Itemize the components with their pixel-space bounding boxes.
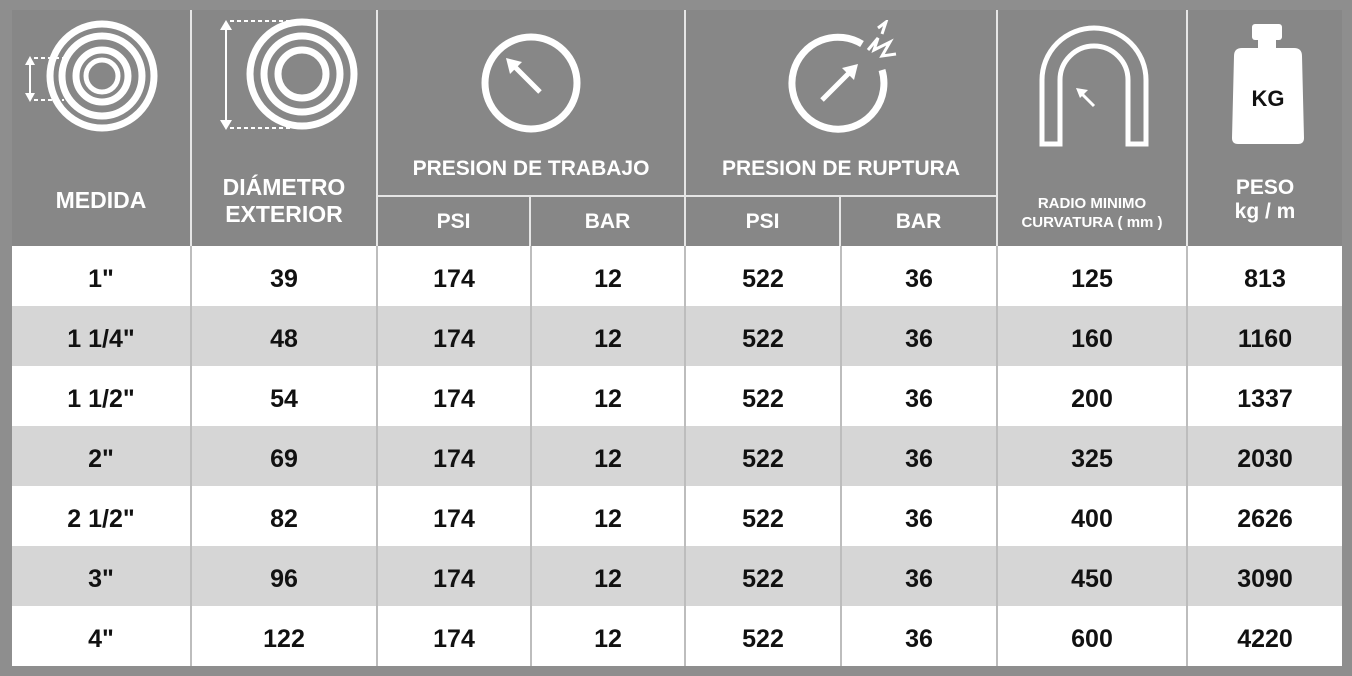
cell-trabajo-bar: 12	[532, 426, 686, 486]
trabajo-subheader: PSI BAR	[378, 195, 684, 246]
cell-trabajo-psi: 174	[378, 366, 532, 426]
header-presion-ruptura-label: PRESION DE RUPTURA	[721, 157, 961, 180]
ruptura-subheader: PSI BAR	[686, 195, 996, 246]
bend-radius-icon	[1039, 25, 1149, 147]
cell-trabajo-psi: 174	[378, 606, 532, 666]
cell-trabajo-psi: 174	[378, 426, 532, 486]
cell-ruptura-bar: 36	[842, 546, 998, 606]
header-radio-label: RADIO MINIMO CURVATURA ( mm )	[998, 194, 1186, 232]
header-peso-label: PESO kg / m	[1188, 176, 1342, 224]
table-header: MEDIDA DIÁMETRO EXTERIOR	[12, 10, 1342, 246]
cell-radio-minimo: 200	[998, 366, 1188, 426]
cell-diametro-exterior: 96	[192, 546, 378, 606]
ruptura-psi-label: PSI	[686, 197, 841, 246]
header-diametro: DIÁMETRO EXTERIOR	[192, 10, 378, 246]
header-presion-trabajo-label: PRESION DE TRABAJO	[412, 157, 650, 180]
cell-radio-minimo: 125	[998, 246, 1188, 306]
cell-medida: 4"	[12, 606, 192, 666]
cell-trabajo-psi: 174	[378, 546, 532, 606]
cell-ruptura-bar: 36	[842, 366, 998, 426]
cell-ruptura-bar: 36	[842, 486, 998, 546]
weight-icon: KG	[1232, 24, 1304, 144]
cell-peso: 3090	[1237, 565, 1293, 593]
cell-peso: 1160	[1237, 325, 1293, 353]
cell-ruptura-bar: 36	[842, 606, 998, 666]
weight-icon-label: KG	[1252, 86, 1285, 111]
cell-peso: 2030	[1237, 445, 1293, 473]
cell-trabajo-psi: 174	[378, 246, 532, 306]
cell-trabajo-bar: 12	[532, 246, 686, 306]
cell-diametro-exterior: 82	[192, 486, 378, 546]
cell-trabajo-bar: 12	[532, 546, 686, 606]
trabajo-psi-label: PSI	[378, 197, 531, 246]
table-row: 2" 69 174 12 522 36 325 2030	[12, 426, 1342, 486]
cell-ruptura-psi: 522	[686, 366, 842, 426]
cell-medida: 1"	[12, 246, 192, 306]
cell-ruptura-psi: 522	[686, 306, 842, 366]
header-radio: RADIO MINIMO CURVATURA ( mm )	[998, 10, 1188, 246]
trabajo-bar-label: BAR	[584, 210, 631, 233]
cell-ruptura-psi: 522	[686, 486, 842, 546]
table-row: 2 1/2" 82 174 12 522 36 400 2626	[12, 486, 1342, 546]
header-radio-line2: CURVATURA ( mm )	[1021, 214, 1163, 231]
cell-trabajo-bar: 12	[532, 366, 686, 426]
table-row: 1 1/4" 48 174 12 522 36 160 1160	[12, 306, 1342, 366]
cell-medida: 3"	[12, 546, 192, 606]
header-peso: KG PESO kg / m	[1188, 10, 1342, 246]
ruptura-bar-label: BAR	[895, 210, 942, 233]
cell-radio-minimo: 160	[998, 306, 1188, 366]
header-diametro-line1: DIÁMETRO	[222, 174, 346, 200]
cell-radio-minimo: 600	[998, 606, 1188, 666]
hose-outer-diameter-icon	[220, 18, 358, 130]
cell-ruptura-bar: 36	[842, 246, 998, 306]
table-row: 4" 122 174 12 522 36 600 4220	[12, 606, 1342, 666]
cell-trabajo-bar: 12	[532, 306, 686, 366]
cell-medida: 1 1/4"	[12, 306, 192, 366]
cell-trabajo-bar: 12	[532, 606, 686, 666]
cell-peso: 813	[1244, 265, 1286, 293]
cell-peso: 2626	[1237, 505, 1293, 533]
cell-diametro-exterior: 122	[192, 606, 378, 666]
cell-ruptura-psi: 522	[686, 606, 842, 666]
cell-medida: 2 1/2"	[12, 486, 192, 546]
cell-medida: 2"	[12, 426, 192, 486]
cell-ruptura-psi: 522	[686, 246, 842, 306]
cell-diametro-exterior: 69	[192, 426, 378, 486]
cell-trabajo-bar: 12	[532, 486, 686, 546]
header-peso-line2: kg / m	[1234, 200, 1296, 223]
header-peso-line1: PESO	[1235, 176, 1295, 199]
cell-diametro-exterior: 54	[192, 366, 378, 426]
cell-diametro-exterior: 48	[192, 306, 378, 366]
cell-medida: 1 1/2"	[12, 366, 192, 426]
cell-radio-minimo: 325	[998, 426, 1188, 486]
cell-radio-minimo: 450	[998, 546, 1188, 606]
header-medida: MEDIDA	[12, 10, 192, 246]
cell-ruptura-bar: 36	[842, 306, 998, 366]
cell-diametro-exterior: 39	[192, 246, 378, 306]
pressure-gauge-icon	[481, 33, 581, 133]
cell-peso: 4220	[1237, 625, 1293, 653]
table-row: 1 1/2" 54 174 12 522 36 200 1337	[12, 366, 1342, 426]
header-radio-line1: RADIO MINIMO	[1037, 195, 1147, 212]
table-row: 3" 96 174 12 522 36 450 3090	[12, 546, 1342, 606]
header-presion-trabajo: PRESION DE TRABAJO PSI BAR	[378, 10, 686, 246]
cell-ruptura-psi: 522	[686, 546, 842, 606]
table-row: 1" 39 174 12 522 36 125 813	[12, 246, 1342, 306]
cell-ruptura-psi: 522	[686, 426, 842, 486]
burst-pressure-icon	[788, 20, 897, 133]
cell-trabajo-psi: 174	[378, 306, 532, 366]
cell-radio-minimo: 400	[998, 486, 1188, 546]
header-diametro-line2: EXTERIOR	[225, 201, 343, 227]
cell-ruptura-bar: 36	[842, 426, 998, 486]
header-medida-label: MEDIDA	[55, 187, 147, 213]
header-diametro-label: DIÁMETRO EXTERIOR	[192, 174, 376, 228]
cell-peso: 1337	[1237, 385, 1293, 413]
hose-inner-diameter-icon	[25, 20, 158, 132]
table-body: 1" 39 174 12 522 36 125 813 1 1/4" 48 174 12 522 36 16…	[12, 246, 1342, 666]
header-presion-ruptura: PRESION DE RUPTURA PSI BAR	[686, 10, 998, 246]
cell-trabajo-psi: 174	[378, 486, 532, 546]
